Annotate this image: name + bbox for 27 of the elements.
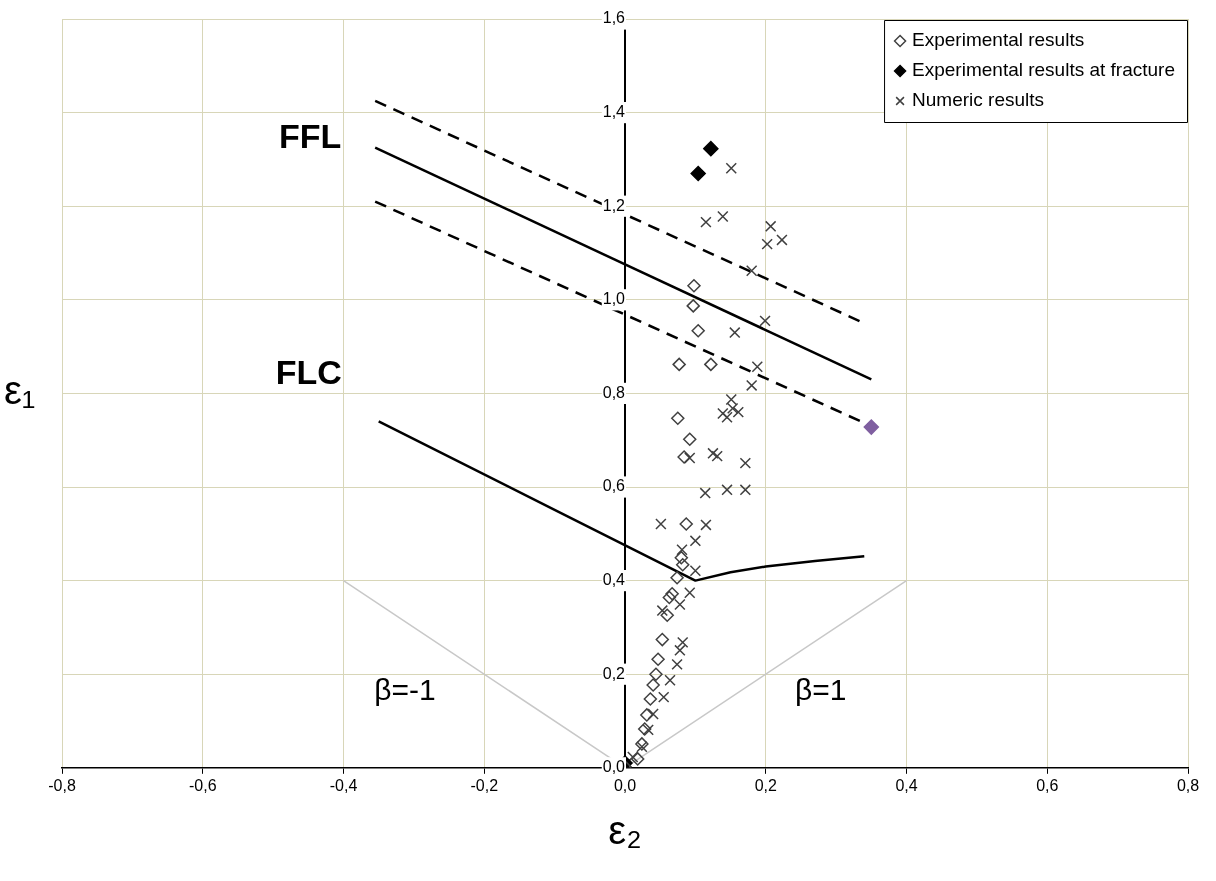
annotation: FFL xyxy=(278,116,342,155)
y-tick-label: 1,4 xyxy=(602,103,626,121)
x-tick-label: -0,6 xyxy=(188,776,217,794)
annotation: FLC xyxy=(275,352,342,391)
x-tick-label: -0,2 xyxy=(470,776,499,794)
x-tick-label: 0,8 xyxy=(1176,776,1200,794)
annotation: β=1 xyxy=(795,672,847,706)
legend-label: Numeric results xyxy=(912,89,1045,111)
x-tick-label: -0,8 xyxy=(48,776,76,794)
y-tick-label: 0,2 xyxy=(602,664,626,682)
y-tick-label: 0,8 xyxy=(602,383,626,401)
x-tick-label: -0,4 xyxy=(329,776,358,794)
legend-label: Experimental results xyxy=(912,29,1085,51)
y-tick-label: 1,6 xyxy=(602,9,626,27)
y-tick-label: 1,0 xyxy=(602,290,626,308)
annotation: β=-1 xyxy=(374,672,436,706)
x-tick-label: 0,6 xyxy=(1036,776,1059,794)
y-tick-label: 1,2 xyxy=(602,196,626,214)
x-tick-label: 0,2 xyxy=(754,776,777,794)
y-tick-label: 0,4 xyxy=(602,571,626,589)
y-tick-label: 0,0 xyxy=(602,758,626,776)
y-axis-title: ε₁ xyxy=(4,368,36,413)
x-axis-title: ε₂ xyxy=(608,808,642,853)
x-tick-label: 0,4 xyxy=(895,776,918,794)
legend-label: Experimental results at fracture xyxy=(912,59,1176,81)
y-tick-label: 0,6 xyxy=(602,477,626,495)
x-tick-label: 0,0 xyxy=(613,776,637,794)
